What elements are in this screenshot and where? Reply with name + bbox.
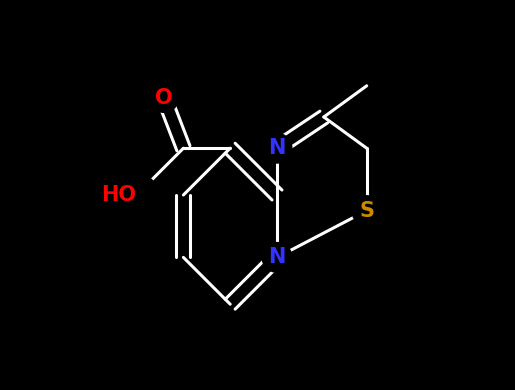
Circle shape: [149, 83, 179, 112]
Text: HO: HO: [101, 185, 136, 205]
Circle shape: [115, 174, 158, 216]
Circle shape: [352, 196, 382, 225]
Text: N: N: [268, 247, 286, 268]
Text: N: N: [268, 138, 286, 158]
Text: O: O: [155, 87, 173, 108]
Circle shape: [262, 133, 292, 163]
Circle shape: [262, 243, 292, 272]
Text: S: S: [359, 200, 374, 221]
